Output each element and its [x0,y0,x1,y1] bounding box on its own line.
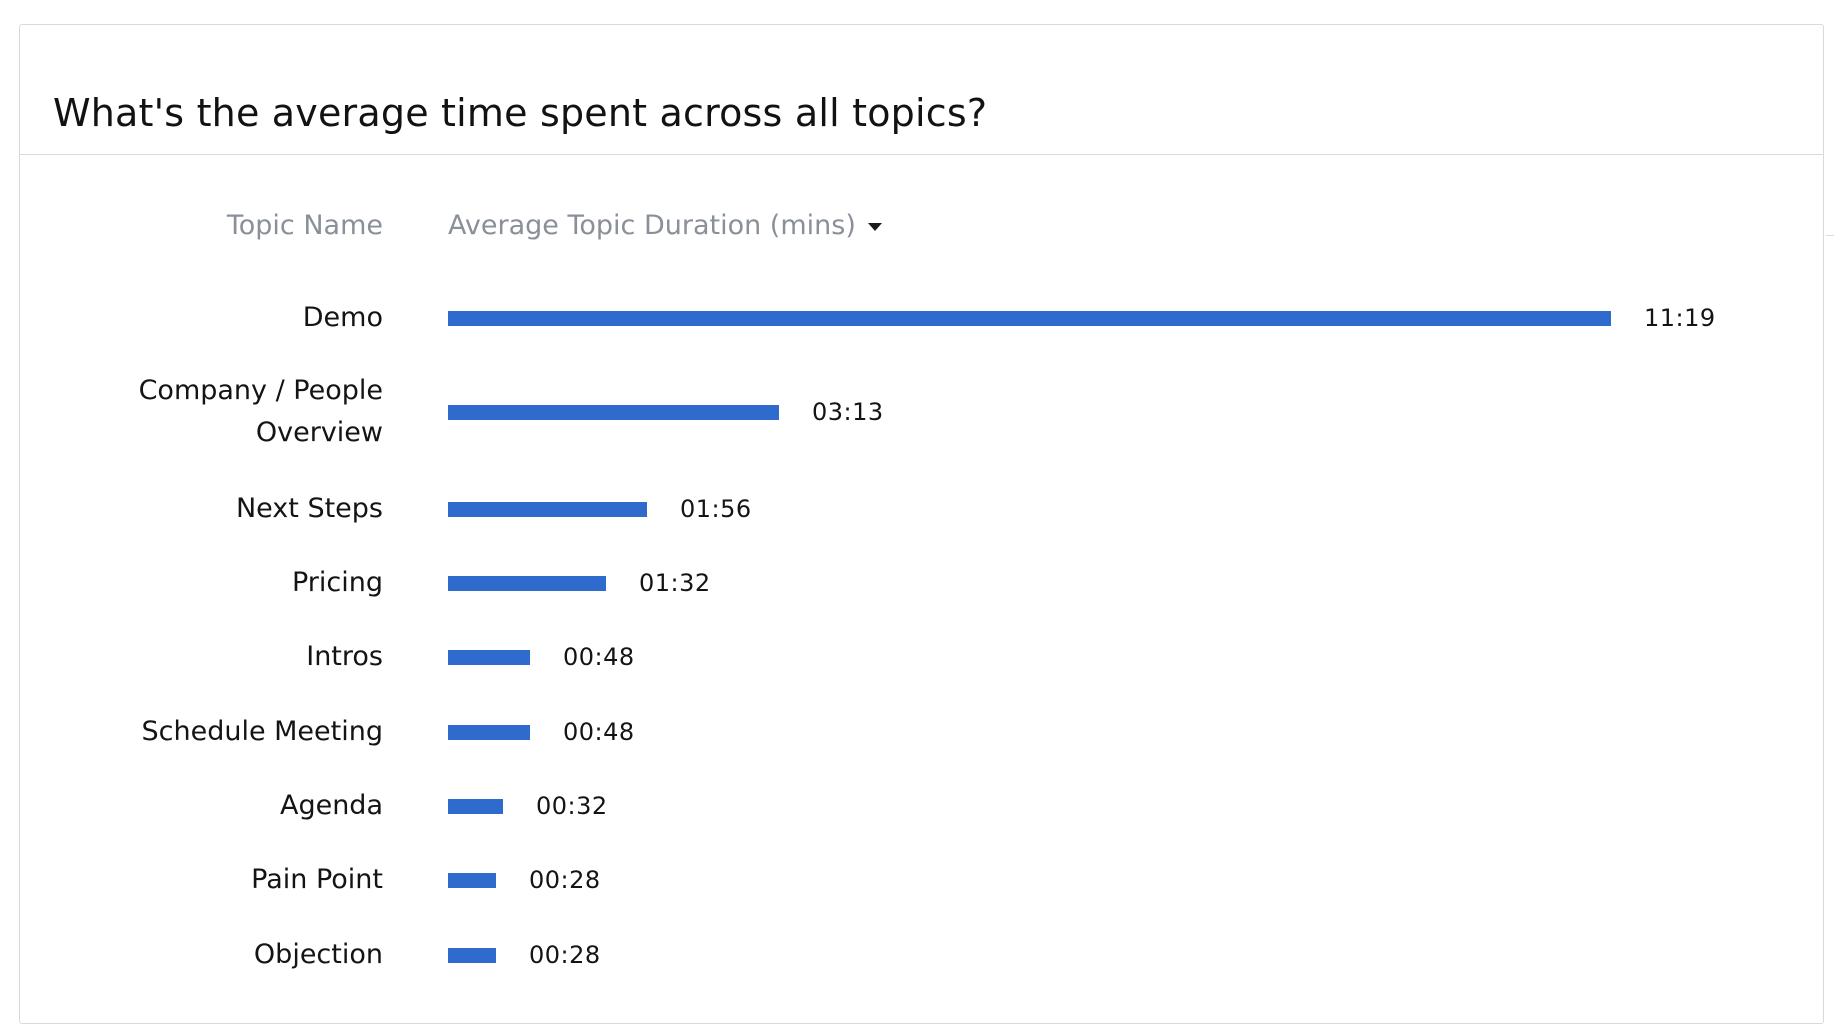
category-label: Pain Point [251,859,383,901]
bar[interactable] [448,947,496,963]
column-header-label: Average Topic Duration (mins) [448,210,856,241]
bar-value-label: 00:32 [536,792,608,820]
bar[interactable] [448,501,647,517]
bar[interactable] [448,404,779,420]
bar-value-label: 01:32 [639,569,711,597]
bar-value-label: 00:48 [563,643,635,671]
bar[interactable] [448,310,1611,326]
bar[interactable] [448,872,496,888]
category-label: Intros [306,636,383,678]
category-label-line: Pain Point [251,864,383,895]
category-label: Pricing [292,562,383,604]
bar-value-label: 11:19 [1644,304,1716,332]
bar-value-label: 00:48 [563,718,635,746]
caret-down-icon[interactable] [867,223,882,231]
category-label-line: Pricing [291,567,383,598]
category-label-line: Agenda [279,790,383,821]
category-label-line: Company / People [138,375,383,406]
category-label: Company / People Overview [139,370,383,454]
category-label-line: Objection [253,939,383,970]
category-label: Next Steps [236,488,383,530]
category-label-line: Demo [302,302,383,333]
bar[interactable] [448,575,606,591]
card-title: What's the average time spent across all… [53,91,988,135]
category-label: Demo [303,297,383,339]
column-header-topic-name: Topic Name [226,210,383,241]
bar-value-label: 01:56 [680,495,752,523]
column-header-average-duration[interactable]: Average Topic Duration (mins) [448,210,882,241]
bar[interactable] [448,724,530,740]
card-header: What's the average time spent across all… [20,25,1823,155]
category-label-line: Overview [255,417,383,448]
category-label: Agenda [280,785,383,827]
category-label: Objection [254,934,383,976]
chart-card: What's the average time spent across all… [19,24,1824,1024]
category-label-line: Schedule Meeting [141,716,383,747]
category-label-line: Intros [306,641,383,672]
bar-value-label: 00:28 [529,941,601,969]
bar-value-label: 03:13 [812,398,884,426]
divider [1826,235,1834,236]
bar[interactable] [448,798,503,814]
category-label-line: Next Steps [235,493,383,524]
bar-value-label: 00:28 [529,866,601,894]
category-label: Schedule Meeting [141,711,383,753]
bar[interactable] [448,649,530,665]
